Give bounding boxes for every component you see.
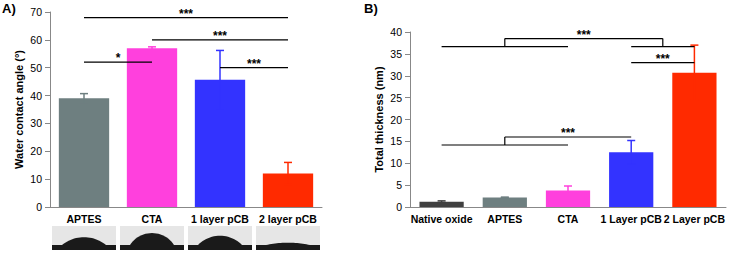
svg-text:20: 20 [30, 145, 42, 157]
svg-text:10: 10 [390, 157, 402, 169]
svg-text:0: 0 [36, 201, 42, 213]
svg-text:Water contact angle (°): Water contact angle (°) [13, 50, 25, 169]
svg-text:10: 10 [30, 173, 42, 185]
svg-text:***: *** [577, 28, 591, 42]
svg-text:CTA: CTA [558, 213, 579, 225]
svg-text:A): A) [2, 1, 16, 16]
svg-text:***: *** [213, 29, 227, 43]
svg-text:***: *** [247, 57, 261, 71]
svg-text:1 layer pCB: 1 layer pCB [191, 213, 249, 225]
svg-text:40: 40 [390, 26, 402, 38]
svg-text:40: 40 [30, 90, 42, 102]
svg-text:APTES: APTES [66, 213, 101, 225]
svg-text:***: *** [656, 52, 670, 66]
svg-text:30: 30 [390, 70, 402, 82]
svg-text:APTES: APTES [487, 213, 522, 225]
svg-text:2 layer pCB: 2 layer pCB [259, 213, 317, 225]
svg-text:50: 50 [30, 62, 42, 74]
svg-text:*: * [116, 51, 121, 65]
svg-text:70: 70 [30, 6, 42, 18]
svg-text:60: 60 [30, 34, 42, 46]
svg-text:***: *** [561, 126, 575, 140]
svg-text:5: 5 [396, 179, 402, 191]
svg-text:1 Layer pCB: 1 Layer pCB [601, 213, 663, 225]
svg-text:B): B) [364, 1, 378, 16]
svg-text:Native oxide: Native oxide [411, 213, 473, 225]
svg-text:***: *** [179, 7, 193, 21]
svg-text:20: 20 [390, 114, 402, 126]
svg-text:2 Layer pCB: 2 Layer pCB [664, 213, 726, 225]
svg-text:25: 25 [390, 92, 402, 104]
svg-text:0: 0 [396, 201, 402, 213]
svg-text:Total thickness (nm): Total thickness (nm) [373, 66, 385, 172]
svg-text:35: 35 [390, 48, 402, 60]
svg-text:CTA: CTA [142, 213, 163, 225]
svg-text:15: 15 [390, 135, 402, 147]
svg-text:30: 30 [30, 117, 42, 129]
